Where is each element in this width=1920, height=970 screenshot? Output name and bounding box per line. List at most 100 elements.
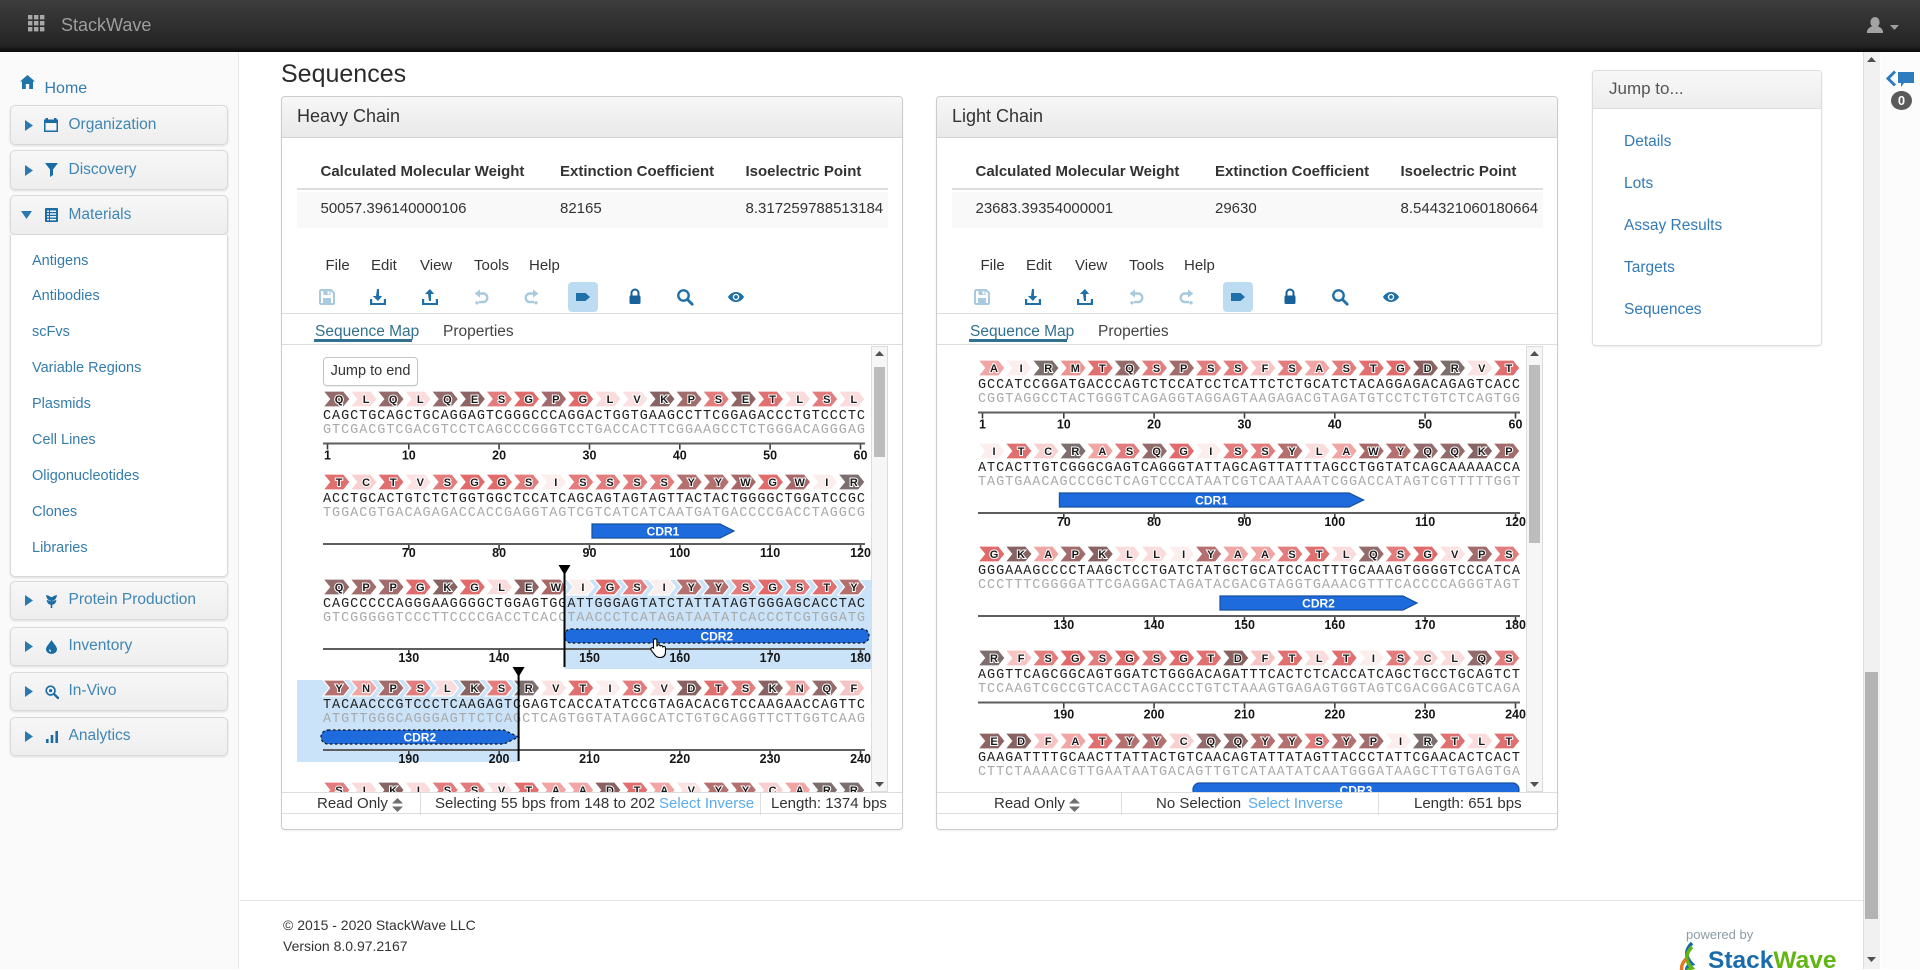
svg-text:G: G — [497, 477, 506, 489]
svg-text:1: 1 — [324, 449, 331, 463]
svg-text:240: 240 — [850, 752, 871, 766]
svg-text:M: M — [1071, 363, 1080, 375]
svg-text:A: A — [1234, 549, 1242, 561]
svg-text:Y: Y — [1288, 446, 1296, 458]
svg-text:L: L — [1153, 549, 1160, 561]
svg-text:S: S — [1288, 363, 1295, 375]
svg-text:K: K — [471, 683, 479, 695]
svg-text:T: T — [1451, 736, 1458, 748]
svg-text:20: 20 — [492, 449, 506, 463]
svg-text:30: 30 — [1238, 418, 1252, 432]
svg-text:V: V — [552, 683, 560, 695]
svg-text:Y: Y — [715, 477, 723, 489]
svg-text:120: 120 — [850, 546, 871, 560]
svg-text:Q: Q — [1152, 446, 1161, 458]
svg-text:S: S — [579, 477, 586, 489]
svg-text:190: 190 — [1053, 708, 1074, 722]
svg-text:GTCGGGGGTCCCTTCCCCGACCTCACCTAA: GTCGGGGGTCCCTTCCCCGACCTCACCTAACCCTCATAGA… — [323, 611, 865, 626]
svg-text:G: G — [1396, 363, 1405, 375]
svg-text:F: F — [1018, 653, 1025, 665]
svg-text:210: 210 — [579, 752, 600, 766]
svg-text:50: 50 — [1418, 418, 1432, 432]
svg-text:T: T — [823, 582, 830, 594]
svg-text:A: A — [1342, 446, 1350, 458]
svg-text:Y: Y — [335, 683, 343, 695]
svg-text:S: S — [633, 582, 640, 594]
svg-text:S: S — [1343, 363, 1350, 375]
svg-text:E: E — [742, 394, 749, 406]
svg-text:CCCTTTCGGGGATTCGAGGACTAGATACGA: CCCTTTCGGGGATTCGAGGACTAGATACGACGTAGGTGAA… — [978, 578, 1520, 593]
svg-text:T: T — [525, 785, 532, 792]
svg-text:S: S — [606, 477, 613, 489]
svg-text:S: S — [1207, 363, 1214, 375]
svg-text:T: T — [769, 394, 776, 406]
svg-text:Y: Y — [1207, 549, 1215, 561]
svg-text:C: C — [769, 785, 777, 792]
svg-text:D: D — [1424, 363, 1432, 375]
svg-text:200: 200 — [1144, 708, 1165, 722]
svg-text:S: S — [498, 683, 505, 695]
svg-text:V: V — [661, 683, 669, 695]
svg-text:T: T — [336, 477, 343, 489]
svg-text:140: 140 — [1144, 618, 1165, 632]
svg-text:CDR2: CDR2 — [1302, 597, 1335, 611]
svg-text:R: R — [823, 785, 831, 792]
svg-text:I: I — [1182, 549, 1185, 561]
svg-text:A: A — [1261, 549, 1269, 561]
svg-text:I: I — [608, 683, 611, 695]
svg-text:G: G — [768, 477, 777, 489]
svg-text:K: K — [443, 582, 451, 594]
svg-text:R: R — [1071, 446, 1079, 458]
svg-text:T: T — [1506, 736, 1513, 748]
svg-text:80: 80 — [1147, 515, 1161, 529]
svg-text:I: I — [554, 477, 557, 489]
svg-text:K: K — [1098, 549, 1106, 561]
svg-text:T: T — [1099, 736, 1106, 748]
svg-text:D: D — [1234, 653, 1242, 665]
svg-text:T: T — [1289, 653, 1296, 665]
svg-text:S: S — [1505, 653, 1512, 665]
svg-text:D: D — [606, 785, 614, 792]
svg-text:K: K — [1478, 446, 1486, 458]
svg-text:P: P — [1370, 736, 1377, 748]
svg-text:E: E — [471, 394, 478, 406]
svg-text:R: R — [1044, 363, 1052, 375]
svg-text:A: A — [796, 785, 804, 792]
svg-text:S: S — [1234, 446, 1241, 458]
svg-text:I: I — [1209, 446, 1212, 458]
svg-text:C: C — [1044, 446, 1052, 458]
svg-text:K: K — [769, 683, 777, 695]
svg-text:0: 0 — [1898, 93, 1905, 108]
svg-text:R: R — [850, 785, 858, 792]
svg-text:Y: Y — [742, 785, 750, 792]
svg-text:Q: Q — [335, 394, 344, 406]
svg-text:L: L — [607, 394, 614, 406]
svg-text:D: D — [1017, 736, 1025, 748]
svg-text:170: 170 — [760, 651, 781, 665]
svg-text:I: I — [663, 582, 666, 594]
svg-text:P: P — [1505, 446, 1512, 458]
svg-text:I: I — [992, 446, 995, 458]
svg-text:C: C — [1180, 736, 1188, 748]
svg-text:Q: Q — [1478, 653, 1487, 665]
svg-text:60: 60 — [854, 449, 868, 463]
svg-text:G: G — [1179, 653, 1188, 665]
svg-text:220: 220 — [1324, 708, 1345, 722]
svg-text:I: I — [1372, 653, 1375, 665]
svg-text:130: 130 — [1053, 618, 1074, 632]
svg-text:E: E — [990, 736, 997, 748]
svg-text:G: G — [1179, 446, 1188, 458]
svg-text:V: V — [1478, 363, 1486, 375]
svg-text:S: S — [335, 785, 342, 792]
svg-text:V: V — [633, 394, 641, 406]
svg-text:S: S — [1261, 446, 1268, 458]
svg-text:A: A — [990, 363, 998, 375]
svg-text:I: I — [1399, 736, 1402, 748]
svg-text:G: G — [524, 394, 533, 406]
svg-text:Q: Q — [823, 683, 832, 695]
svg-text:CDR2: CDR2 — [403, 731, 436, 745]
svg-text:V: V — [688, 785, 696, 792]
svg-text:200: 200 — [489, 752, 510, 766]
svg-text:CAGCTGCAGCTGCAGGAGTCGGGCCCAGGA: CAGCTGCAGCTGCAGGAGTCGGGCCCAGGACTGGTGAAGC… — [323, 409, 865, 424]
svg-text:Y: Y — [688, 477, 696, 489]
